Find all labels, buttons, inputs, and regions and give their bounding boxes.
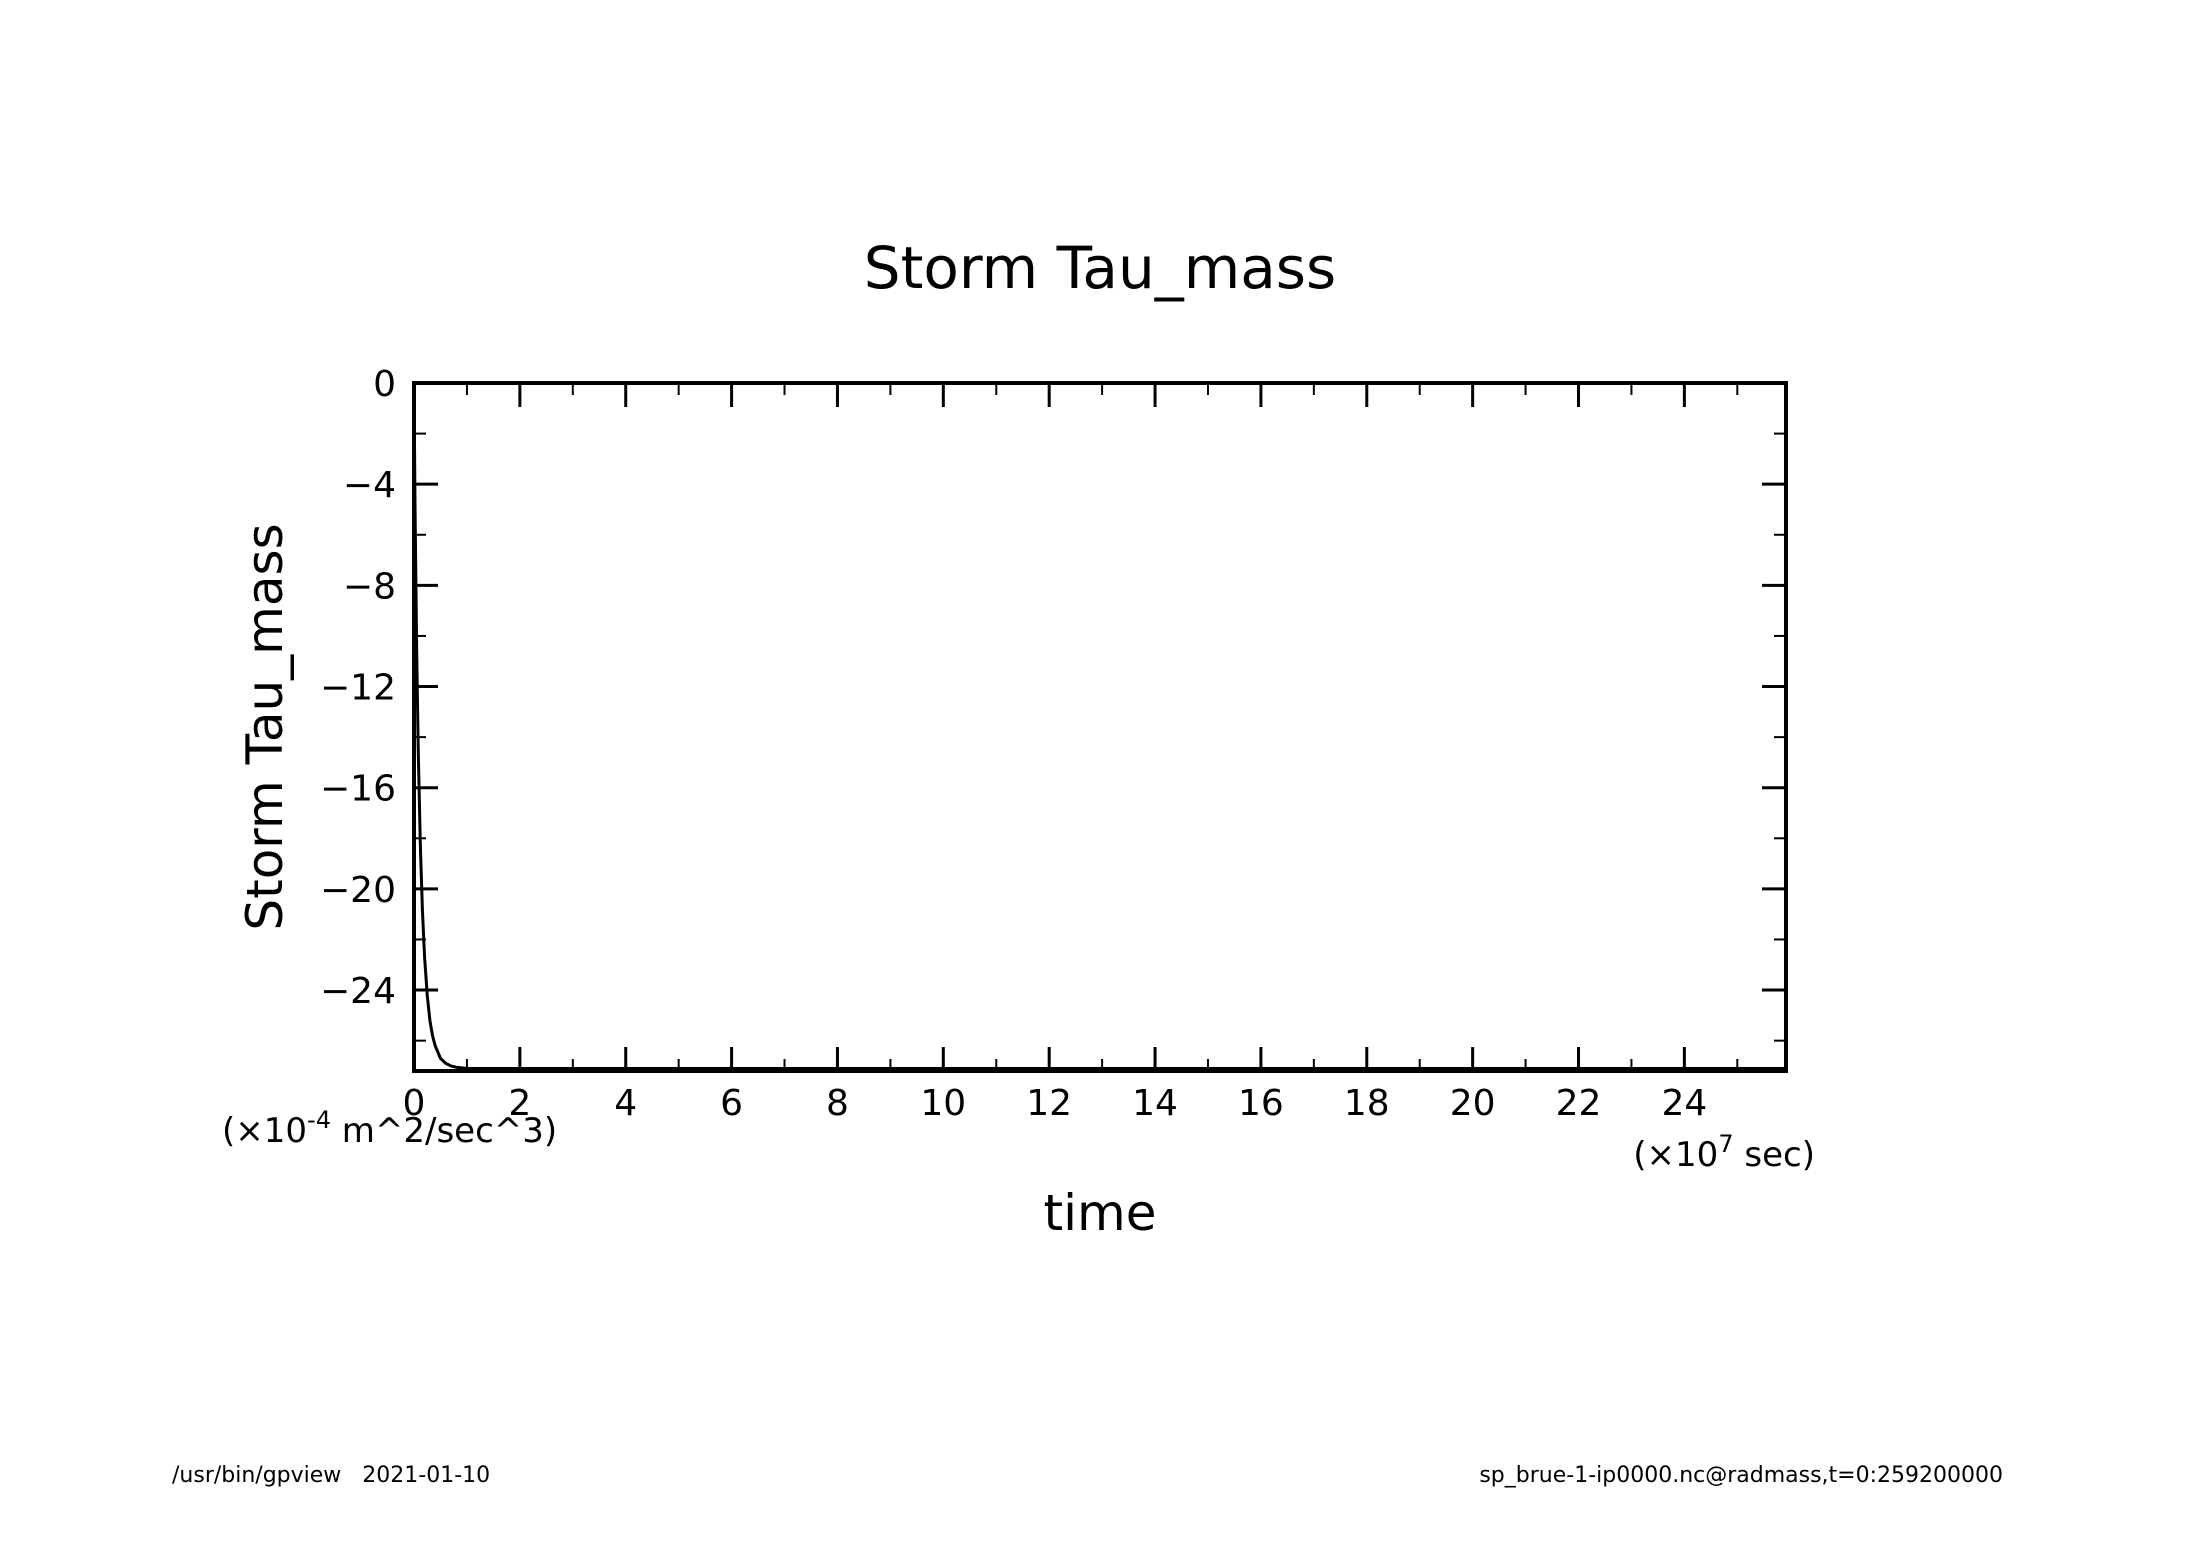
y-axis-ticks: 0 −4 −8 −12 −16 −20 −24 xyxy=(320,364,1786,1042)
x-tick-label: 16 xyxy=(1238,1083,1284,1124)
y-axis-units: (×10-4 m^2/sec^3) xyxy=(222,1106,557,1151)
x-tick-label: 4 xyxy=(614,1083,637,1124)
y-units-rest: m^2/sec^3) xyxy=(331,1111,557,1151)
x-tick-label: 18 xyxy=(1344,1083,1390,1124)
x-tick-label: 10 xyxy=(920,1083,966,1124)
y-tick-label: −12 xyxy=(320,668,396,709)
y-tick-label: −8 xyxy=(343,566,396,607)
y-tick-label: −20 xyxy=(320,870,396,911)
x-units-base: (×10 xyxy=(1633,1135,1718,1175)
x-axis-ticks: 0 2 4 6 8 10 12 14 16 18 20 22 24 xyxy=(403,383,1739,1124)
footer-left: /usr/bin/gpview 2021-01-10 xyxy=(172,1463,490,1488)
x-axis-units: (×107 sec) xyxy=(1633,1130,1815,1175)
x-tick-label: 2 xyxy=(508,1083,531,1124)
y-axis-label: Storm Tau_mass xyxy=(236,523,294,930)
y-tick-label: 0 xyxy=(373,364,396,405)
series-layer xyxy=(412,382,1786,1070)
x-tick-label: 22 xyxy=(1556,1083,1602,1124)
x-units-exponent: 7 xyxy=(1718,1130,1733,1158)
x-axis-label: time xyxy=(1044,1184,1157,1242)
y-tick-label: −16 xyxy=(320,769,396,810)
x-tick-label: 24 xyxy=(1661,1083,1707,1124)
x-tick-label: 6 xyxy=(720,1083,743,1124)
y-tick-label: −24 xyxy=(320,971,396,1012)
x-tick-label: 12 xyxy=(1026,1083,1072,1124)
x-tick-label: 0 xyxy=(403,1083,426,1124)
y-tick-label: −4 xyxy=(343,465,396,506)
y-units-exponent: -4 xyxy=(307,1106,331,1134)
x-units-rest: sec) xyxy=(1734,1135,1815,1175)
chart-title: Storm Tau_mass xyxy=(864,234,1336,302)
x-tick-label: 14 xyxy=(1132,1083,1178,1124)
x-tick-label: 20 xyxy=(1450,1083,1496,1124)
series-line xyxy=(412,382,1786,1070)
footer-right: sp_brue-1-ip0000.nc@radmass,t=0:25920000… xyxy=(1479,1463,2003,1488)
x-tick-label: 8 xyxy=(826,1083,849,1124)
y-units-base: (×10 xyxy=(222,1111,307,1151)
plot-frame xyxy=(412,381,1788,1073)
